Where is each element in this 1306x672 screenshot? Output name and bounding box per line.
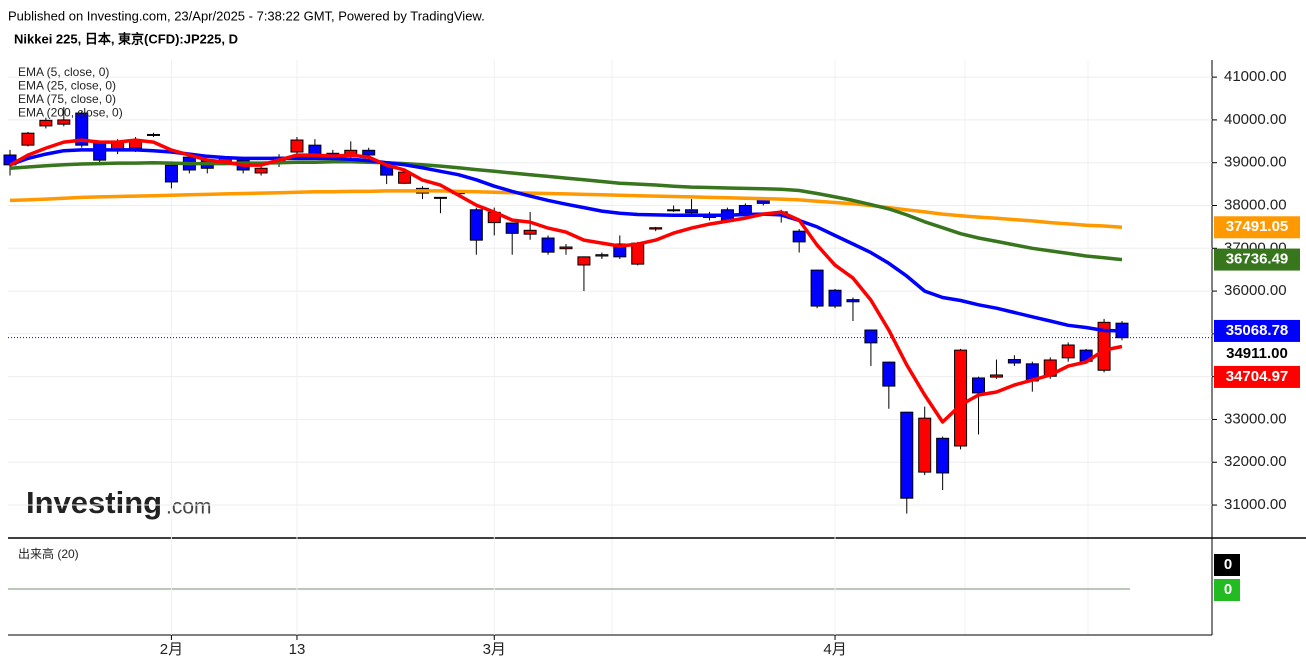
candle-body <box>433 196 447 199</box>
candle-body <box>254 167 268 174</box>
candle-body <box>738 204 752 214</box>
candle-body <box>523 229 537 235</box>
candle-body <box>290 139 304 153</box>
candle-body <box>882 361 896 387</box>
price-grid <box>8 60 1212 635</box>
price-tag <box>1214 248 1300 271</box>
candle-body <box>164 164 178 183</box>
candle-body <box>900 411 914 499</box>
x-tick-label: 4月 <box>823 641 846 658</box>
candle-body <box>21 132 35 146</box>
price-tag <box>1214 216 1300 239</box>
candle-body <box>810 269 824 307</box>
candle-body <box>146 133 160 136</box>
candle-body <box>918 417 932 473</box>
volume-label: 0 <box>1224 556 1232 573</box>
candle-body <box>989 374 1003 378</box>
volume-tag <box>1214 554 1240 576</box>
volume-tag <box>1214 579 1240 601</box>
candle-body <box>667 209 681 212</box>
time-grid <box>611 60 1089 635</box>
y-tick-label: 41000.00 <box>1224 68 1287 85</box>
candle-body <box>846 299 860 303</box>
y-tick-label: 31000.00 <box>1224 496 1287 513</box>
price-tag-label: 36736.49 <box>1226 251 1289 268</box>
legend-entry: EMA (75, close, 0) <box>18 92 116 106</box>
legend-entry: EMA (5, close, 0) <box>18 65 109 79</box>
legend-entry: EMA (200, close, 0) <box>18 106 123 120</box>
price-tag-label: 34704.97 <box>1226 368 1289 385</box>
x-tick-label: 13 <box>289 641 306 658</box>
candle-body <box>57 119 71 125</box>
ema-line <box>9 148 1123 333</box>
ema-line <box>9 160 1123 262</box>
price-tag-label: 35068.78 <box>1226 322 1289 339</box>
candle-body <box>685 209 699 214</box>
candle-body <box>792 230 806 243</box>
price-tag <box>1214 342 1300 365</box>
x-tick-label: 2月 <box>160 641 183 658</box>
legend-entry: EMA (25, close, 0) <box>18 79 116 93</box>
candle-body <box>936 437 950 474</box>
candle-body <box>559 246 573 250</box>
candle-body <box>1007 359 1021 364</box>
y-tick-label: 40000.00 <box>1224 111 1287 128</box>
volume-title: 出来高 (20) <box>18 546 79 561</box>
candle-body <box>75 112 89 146</box>
candle-body <box>954 349 968 447</box>
price-tag-label: 34911.00 <box>1226 345 1288 362</box>
y-tick-label: 33000.00 <box>1224 410 1287 427</box>
candle-body <box>469 209 483 241</box>
y-tick-label: 38000.00 <box>1224 196 1287 213</box>
symbol-title: Nikkei 225, 日本, 東京(CFD):JP225, D <box>14 31 238 46</box>
candle-body <box>1097 321 1111 371</box>
candle-body <box>541 237 555 253</box>
candle-body <box>595 254 609 257</box>
candle-body <box>864 329 878 344</box>
candle-body <box>39 119 53 127</box>
price-tag <box>1214 319 1300 342</box>
price-tag-label: 37491.05 <box>1226 218 1289 235</box>
ema-line <box>9 138 1123 424</box>
candle-body <box>577 256 591 266</box>
candle-body <box>398 171 412 184</box>
published-note: Published on Investing.com, 23/Apr/2025 … <box>8 8 485 23</box>
y-tick-label: 39000.00 <box>1224 154 1287 171</box>
candle-body <box>1061 344 1075 359</box>
candle-body <box>828 289 842 307</box>
volume-label: 0 <box>1224 581 1232 598</box>
candle-body <box>362 149 376 156</box>
candle-body <box>649 227 663 230</box>
y-tick-label: 36000.00 <box>1224 282 1287 299</box>
watermark-suffix: .com <box>166 496 212 519</box>
watermark-brand: Investing <box>26 485 162 520</box>
ema-line <box>9 189 1123 230</box>
y-tick-label: 32000.00 <box>1224 453 1287 470</box>
candle-body <box>972 377 986 394</box>
price-tag <box>1214 365 1300 388</box>
candle-body <box>505 222 519 234</box>
x-tick-label: 3月 <box>483 641 506 658</box>
